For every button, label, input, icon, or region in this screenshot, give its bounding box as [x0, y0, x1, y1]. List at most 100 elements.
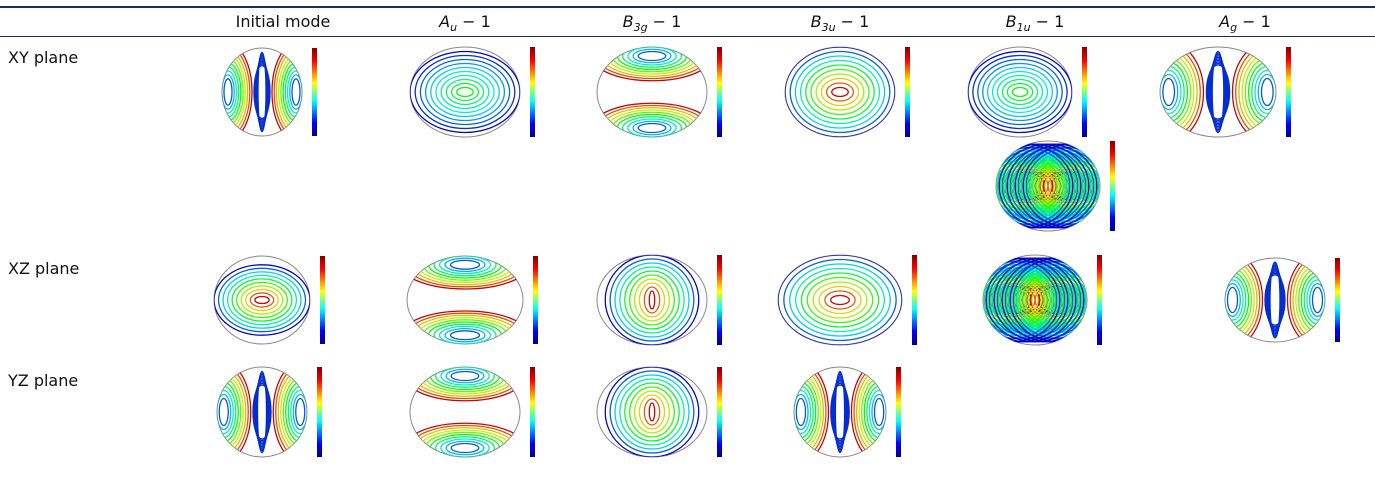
contour-plot — [1159, 46, 1291, 138]
contour — [253, 64, 271, 120]
contour — [986, 66, 1054, 118]
contour — [853, 367, 886, 457]
contour — [632, 120, 672, 136]
contour — [800, 272, 880, 328]
contour — [272, 367, 307, 457]
contour — [601, 107, 703, 137]
contour — [1289, 258, 1325, 342]
contours — [410, 367, 520, 457]
contour — [622, 116, 682, 137]
header-cell: B3g − 1 — [562, 12, 742, 34]
contour — [858, 373, 886, 451]
contour — [410, 367, 520, 400]
contour — [820, 77, 860, 107]
contour — [794, 373, 822, 451]
header-base: A — [1219, 12, 1231, 31]
contour-plot — [793, 366, 901, 458]
contour — [619, 266, 685, 334]
contour — [637, 50, 667, 62]
contour — [614, 262, 690, 338]
contour — [794, 267, 886, 333]
contour — [1306, 279, 1325, 321]
header-base: B — [810, 12, 822, 31]
contour — [249, 292, 275, 308]
contour — [629, 386, 675, 438]
colorbar — [1097, 255, 1102, 345]
contour — [1160, 61, 1189, 123]
colorbar — [1110, 141, 1115, 231]
contour — [638, 394, 666, 430]
contours — [983, 257, 1087, 343]
contour — [799, 59, 881, 125]
contour — [818, 285, 862, 315]
contour — [290, 389, 307, 435]
contour — [273, 48, 302, 136]
contour — [271, 48, 302, 136]
contours — [968, 50, 1072, 134]
contour — [277, 369, 307, 455]
contour — [794, 393, 809, 431]
contour — [1225, 283, 1241, 317]
contour — [638, 282, 666, 318]
contour — [275, 367, 307, 457]
header-base: A — [439, 12, 451, 31]
contour — [231, 278, 293, 322]
contour — [619, 378, 685, 446]
contour — [794, 55, 886, 129]
header-base: B — [622, 12, 634, 31]
contour — [289, 74, 302, 110]
contour — [254, 295, 270, 305]
contour — [410, 367, 520, 402]
contours — [1160, 47, 1276, 137]
contour — [968, 50, 1072, 134]
contour — [795, 397, 807, 427]
header-sub: 1u — [1016, 21, 1031, 35]
header-cell: Initial mode — [193, 12, 373, 31]
contour — [444, 257, 486, 273]
contour — [222, 48, 253, 136]
contour — [996, 74, 1044, 110]
contour — [222, 50, 249, 134]
contour — [606, 47, 698, 75]
contour — [295, 397, 306, 427]
contours — [217, 367, 307, 457]
contour — [1006, 82, 1034, 102]
contour-plot — [213, 255, 325, 345]
contour — [217, 373, 244, 451]
contour — [1028, 149, 1100, 223]
contour — [1309, 283, 1325, 317]
contour — [416, 316, 514, 344]
contour — [794, 367, 830, 457]
contour — [222, 271, 302, 329]
contour — [445, 440, 485, 456]
colorbar — [905, 47, 910, 137]
contour — [223, 78, 233, 106]
colorbar — [1286, 47, 1291, 137]
colorbar — [896, 367, 901, 457]
contour — [1235, 47, 1276, 137]
contour — [222, 74, 235, 110]
contour — [606, 109, 698, 137]
contour — [1231, 47, 1276, 137]
contour — [604, 255, 700, 345]
contour — [601, 47, 703, 77]
contour — [794, 381, 817, 443]
contour-plot — [216, 366, 322, 458]
contour — [449, 330, 481, 341]
contour — [445, 78, 485, 106]
contour — [1160, 73, 1179, 111]
top-rule — [0, 6, 1375, 8]
contour — [1292, 260, 1325, 340]
contour — [604, 367, 700, 457]
contour — [597, 47, 707, 82]
contour — [794, 389, 812, 435]
contour — [597, 102, 707, 137]
contours — [996, 143, 1100, 229]
contour — [1311, 286, 1324, 314]
contour — [982, 62, 1058, 122]
contour — [1264, 274, 1286, 326]
colorbar — [1335, 258, 1340, 342]
contours — [604, 255, 700, 345]
contour — [977, 58, 1063, 126]
